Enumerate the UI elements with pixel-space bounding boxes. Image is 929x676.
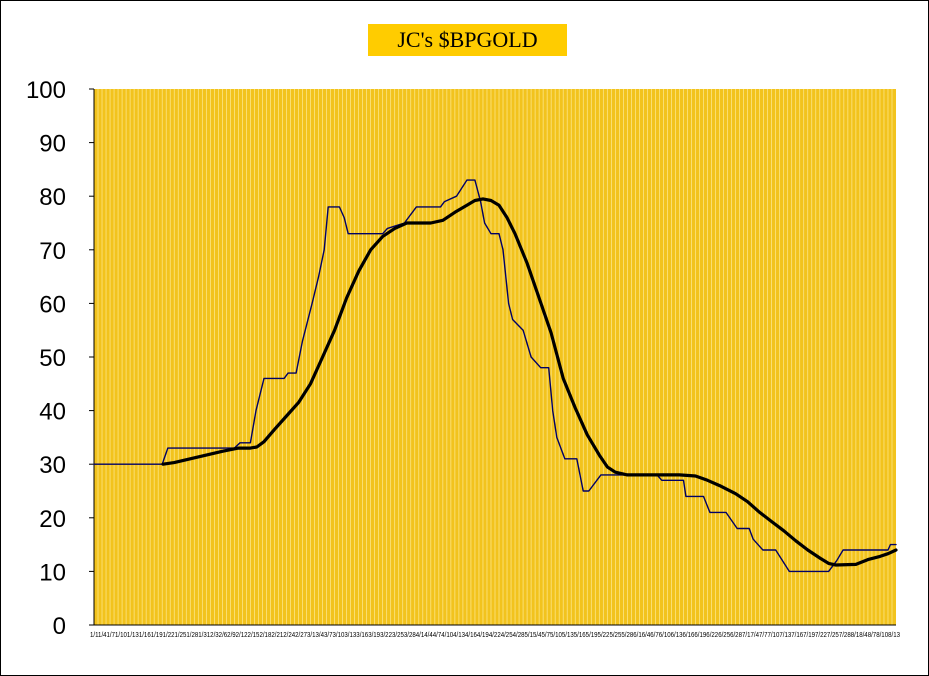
x-tick-labels: 1/11/41/71/101/131/161/191/221/251/281/3… [90, 632, 900, 639]
y-tick-label: 80 [39, 184, 66, 211]
y-tick-label: 100 [26, 77, 66, 104]
y-tick-label: 10 [39, 559, 66, 586]
y-tick-label: 90 [39, 131, 66, 158]
y-tick-label: 60 [39, 291, 66, 318]
y-axis-ticks: 0 10 20 30 40 50 60 70 80 90 100 [26, 77, 66, 640]
y-tick-label: 40 [39, 399, 66, 426]
chart-title: JC's $BPGOLD [368, 24, 567, 56]
series-lines [93, 179, 898, 573]
y-tick-label: 0 [53, 613, 66, 640]
gridlines [97, 89, 893, 625]
x-axis-ticks: 1/11/41/71/101/131/161/191/221/251/281/3… [90, 632, 900, 639]
y-tick-label: 50 [39, 345, 66, 372]
series-line-bpi [93, 179, 897, 573]
axes [89, 88, 896, 626]
y-tick-label: 30 [39, 452, 66, 479]
y-tick-label: 20 [39, 506, 66, 533]
y-tick-label: 70 [39, 238, 66, 265]
series-line-moving-average [161, 197, 898, 567]
